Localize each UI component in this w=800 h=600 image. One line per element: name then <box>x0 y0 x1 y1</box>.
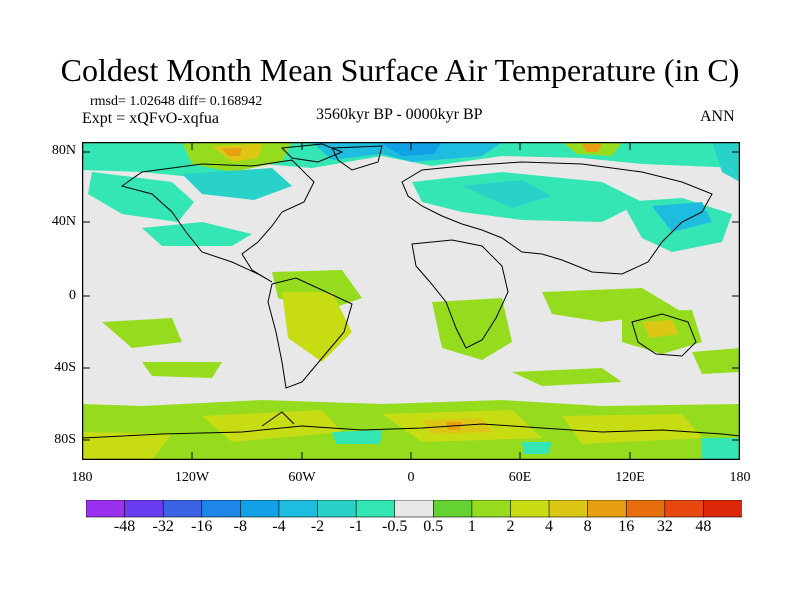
colorbar <box>86 500 742 518</box>
colorbar-swatch <box>355 500 396 518</box>
colorbar-swatch <box>587 500 627 518</box>
colorbar-tick-label: -48 <box>113 518 136 535</box>
colorbar-tick-label: 1 <box>467 518 476 535</box>
colorbar-swatch <box>703 500 742 518</box>
colorbar-tick-label: 4 <box>545 518 554 535</box>
colorbar-swatch <box>625 500 666 518</box>
colorbar-tick-label: 48 <box>695 518 712 535</box>
lon-label-120w: 120W <box>174 470 210 485</box>
colorbar-swatch <box>471 500 512 518</box>
season-label: ANN <box>700 108 735 125</box>
colorbar-tick-label: 2 <box>506 518 515 535</box>
colorbar-swatch <box>162 500 203 518</box>
lon-label-60e: 60E <box>508 470 532 485</box>
rmsd-diff-label: rmsd= 1.02648 diff= 0.168942 <box>90 94 263 109</box>
experiment-label: Expt = xQFvO-xqfua <box>82 110 220 127</box>
colorbar-tick-label: -0.5 <box>382 518 408 535</box>
colorbar-swatch <box>201 500 241 518</box>
temperature-anomaly-map <box>82 142 740 460</box>
axis-ticks <box>82 142 740 460</box>
colorbar-swatch <box>317 500 357 518</box>
colorbar-tick-label: 16 <box>618 518 635 535</box>
colorbar-tick-label: -8 <box>233 518 247 535</box>
colorbar-tick-label: 32 <box>656 518 673 535</box>
lon-label-180e: 180 <box>729 470 751 485</box>
colorbar-tick-label: 8 <box>583 518 592 535</box>
colorbar-swatch <box>548 500 589 518</box>
anomaly-fields <box>82 142 740 460</box>
lon-label-120e: 120E <box>615 470 645 485</box>
colorbar-swatch <box>278 500 319 518</box>
lat-label-80s: 80S <box>54 432 76 447</box>
coastlines <box>82 143 740 439</box>
colorbar-tick-label: -1 <box>349 518 363 535</box>
colorbar-tick-label: -4 <box>272 518 286 535</box>
colorbar-tick-label: -32 <box>152 518 174 535</box>
colorbar-tick-label: 0.5 <box>423 518 444 535</box>
lat-label-40s: 40S <box>54 360 76 375</box>
colorbar-swatch <box>510 500 550 518</box>
lat-label-80n: 80N <box>51 143 76 158</box>
lon-label-180w: 180 <box>71 470 93 485</box>
lon-label-60w: 60W <box>288 470 316 485</box>
lat-label-40n: 40N <box>51 214 76 229</box>
colorbar-tick-label: -16 <box>191 518 213 535</box>
colorbar-tick-label: -2 <box>310 518 325 535</box>
period-label: 3560kyr BP - 0000kyr BP <box>316 106 483 123</box>
lat-label-eq: 0 <box>69 288 76 303</box>
colorbar-swatch <box>124 500 164 518</box>
lon-label-0: 0 <box>407 470 415 485</box>
colorbar-swatch <box>394 500 434 518</box>
colorbar-swatch <box>664 500 705 518</box>
colorbar-swatch <box>86 500 126 518</box>
colorbar-swatch <box>240 500 280 518</box>
map-title: Coldest Month Mean Surface Air Temperatu… <box>60 52 740 88</box>
colorbar-swatch <box>432 500 473 518</box>
